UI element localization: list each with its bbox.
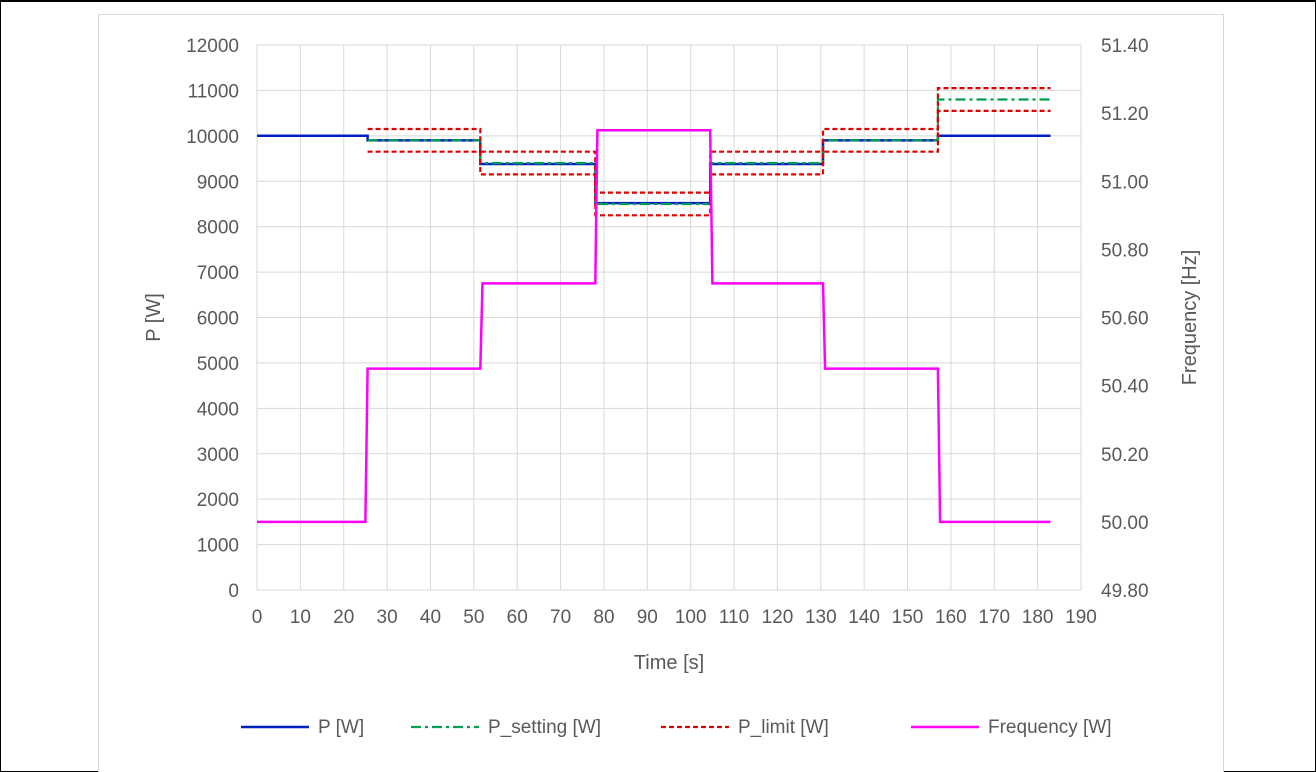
x-tick-label: 120	[762, 607, 794, 628]
legend-label: P [W]	[318, 717, 364, 738]
y2-tick-label: 50.60	[1101, 309, 1149, 330]
y2-tick-label: 51.00	[1101, 172, 1149, 193]
line-chart: 0 10 20 30 40 50 60 70 80 90 100 110 120 130 140 150 160…	[143, 36, 1201, 738]
y-tick-label: 3000	[197, 445, 239, 466]
y2-axis-title: Frequency [Hz]	[1179, 250, 1201, 386]
y-axis-title: P [W]	[143, 293, 165, 342]
x-tick-label: 10	[290, 607, 311, 628]
x-tick-label: 40	[420, 607, 441, 628]
y-tick-label: 10000	[186, 127, 239, 148]
y2-tick-label: 51.20	[1101, 104, 1149, 125]
x-tick-label: 190	[1065, 607, 1097, 628]
grid	[256, 44, 1082, 591]
y-tick-label: 11000	[188, 81, 239, 102]
legend-label: Frequency [W]	[988, 717, 1112, 738]
y-tick-label: 2000	[197, 490, 239, 511]
series-line	[257, 134, 1051, 205]
legend: P [W] P_setting [W] P_limit [W] Frequency […	[241, 717, 1112, 738]
x-tick-label: 90	[637, 607, 658, 628]
x-tick-label: 80	[593, 607, 614, 628]
x-tick-label: 140	[848, 607, 880, 628]
x-tick-label: 30	[377, 607, 398, 628]
chart-area: 0 10 20 30 40 50 60 70 80 90 100 110 120 130 140 150 160…	[98, 14, 1224, 772]
y2-tick-label: 50.20	[1101, 445, 1149, 466]
x-axis-title: Time [s]	[634, 652, 704, 674]
x-tick-label: 100	[675, 607, 707, 628]
y-tick-label: 4000	[197, 399, 239, 420]
legend-label: P_limit [W]	[738, 717, 829, 738]
x-tick-label: 180	[1022, 607, 1054, 628]
y-tick-label: 5000	[197, 354, 239, 375]
y2-tick-label: 49.80	[1101, 581, 1149, 602]
legend-label: P_setting [W]	[488, 717, 601, 738]
series-line	[257, 128, 1051, 524]
y-tick-label: 0	[228, 581, 239, 602]
x-tick-label: 20	[333, 607, 354, 628]
y2-tick-label: 50.00	[1101, 513, 1149, 534]
x-tick-label: 170	[978, 607, 1010, 628]
x-tick-label: 150	[892, 607, 924, 628]
x-tick-label: 50	[463, 607, 484, 628]
x-tick-label: 160	[935, 607, 967, 628]
y-tick-label: 6000	[197, 309, 239, 330]
y2-tick-label: 50.80	[1101, 240, 1149, 261]
y2-tick-label: 51.40	[1101, 36, 1149, 57]
x-tick-label: 0	[252, 607, 263, 628]
x-tick-label: 60	[507, 607, 528, 628]
x-tick-label: 70	[550, 607, 571, 628]
y-tick-label: 7000	[197, 263, 239, 284]
y-tick-label: 8000	[197, 218, 239, 239]
y-tick-label: 9000	[197, 172, 239, 193]
y-tick-label: 12000	[186, 36, 239, 57]
tick-labels: 0 10 20 30 40 50 60 70 80 90 100 110 120 130 140 150 160…	[186, 36, 1148, 628]
y2-tick-label: 50.40	[1101, 377, 1149, 398]
x-tick-label: 130	[805, 607, 837, 628]
x-tick-label: 110	[719, 607, 749, 628]
series-lines	[257, 86, 1051, 524]
y-tick-label: 1000	[197, 536, 239, 557]
